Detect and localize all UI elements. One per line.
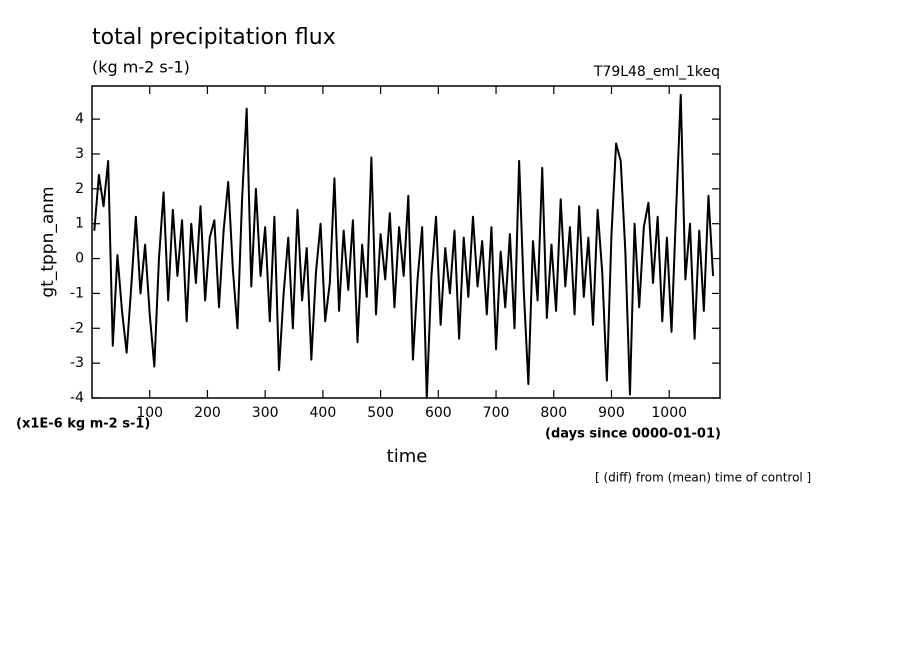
x-tick-label: 300 (252, 405, 279, 421)
x-tick-label: 800 (540, 405, 567, 421)
x-tick-label: 100 (136, 405, 163, 421)
x-tick-label: 200 (194, 405, 221, 421)
x-tick-label: 1000 (651, 405, 687, 421)
chart-subtitle: (kg m-2 s-1) (92, 58, 190, 77)
x-tick-label: 400 (310, 405, 337, 421)
y-tick-label: 0 (75, 251, 84, 267)
x-axis-label: time (387, 446, 428, 467)
run-name: T79L48_eml_1keq (593, 64, 720, 80)
y-tick-label: 3 (75, 146, 84, 162)
y-axis-label: gt_tppn_anm (38, 186, 58, 297)
y-tick-label: -1 (70, 285, 84, 301)
y-tick-label: 4 (75, 111, 84, 127)
footnote: [ (diff) from (mean) time of control ] (595, 471, 811, 485)
y-unit: (x1E-6 kg m-2 s-1) (16, 417, 150, 432)
y-tick-label: 1 (75, 216, 84, 232)
plot-frame (91, 85, 721, 399)
y-tick-label: -4 (70, 390, 84, 406)
y-tick-label: 2 (75, 181, 84, 197)
x-tick-label: 900 (598, 405, 625, 421)
x-tick-label: 700 (483, 405, 510, 421)
x-unit: (days since 0000-01-01) (545, 427, 721, 442)
y-tick-label: -3 (70, 355, 84, 371)
data-line (93, 93, 715, 399)
chart-title: total precipitation flux (92, 25, 336, 50)
x-tick-label: 600 (425, 405, 452, 421)
y-tick-label: -2 (70, 320, 84, 336)
x-tick-label: 500 (367, 405, 394, 421)
